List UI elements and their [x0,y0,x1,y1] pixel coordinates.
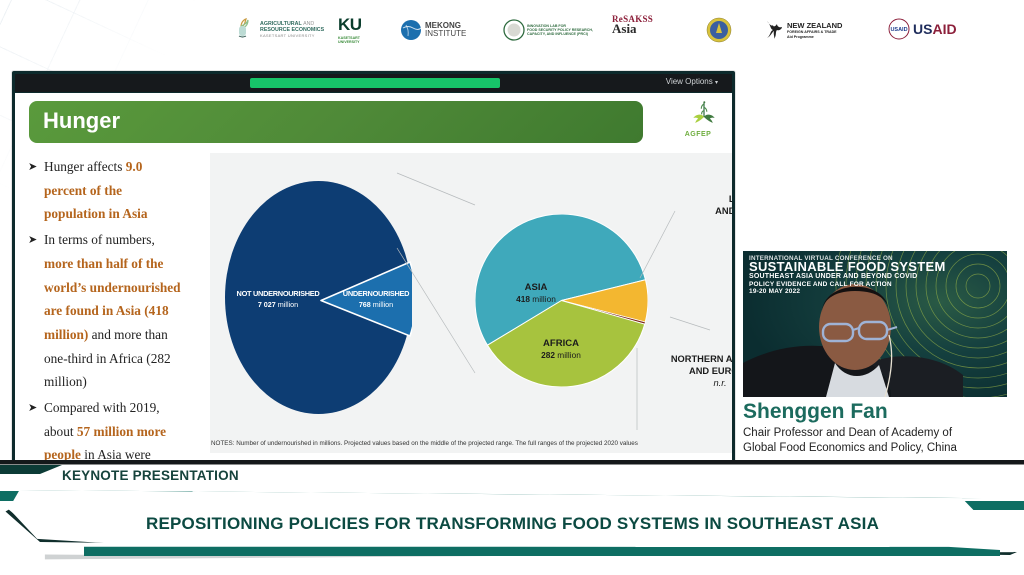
svg-text:REPOSITIONING POLICIES FOR TRA: REPOSITIONING POLICIES FOR TRANSFORMING … [146,514,879,533]
svg-text:7 027 million: 7 027 million [258,300,298,309]
svg-text:282 million: 282 million [541,350,581,360]
svg-text:418 million: 418 million [516,294,556,304]
svg-text:KEYNOTE PRESENTATION: KEYNOTE PRESENTATION [62,468,239,483]
svg-text:AFRICA: AFRICA [543,338,579,349]
svg-text:ASIA: ASIA [525,282,548,293]
svg-text:UNDERNOURISHED: UNDERNOURISHED [343,289,410,298]
svg-text:NOT UNDERNOURISHED: NOT UNDERNOURISHED [237,289,321,298]
svg-text:USAID: USAID [890,27,907,33]
svg-text:768 million: 768 million [359,300,393,309]
